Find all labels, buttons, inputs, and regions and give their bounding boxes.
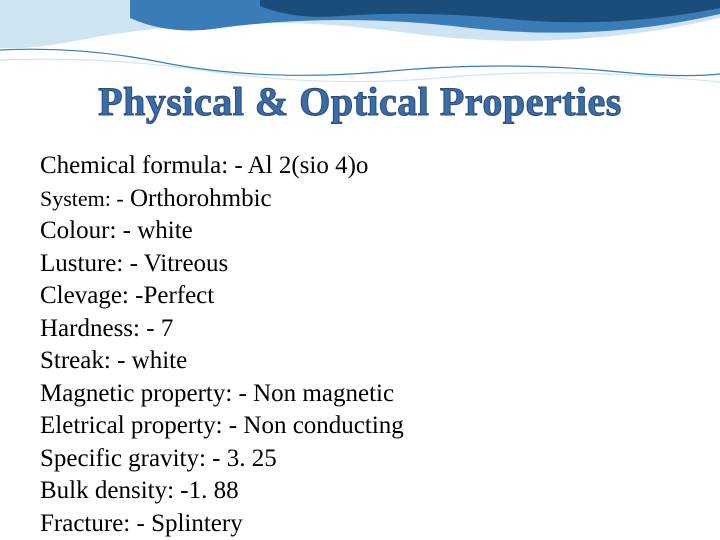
property-row: Eletrical property: - Non conducting [40,410,680,443]
property-label: Chemical formula: - [40,152,243,179]
property-label: Eletrical property: - [40,412,237,439]
property-row: Clevage: -Perfect [40,280,680,313]
property-row: Lusture: - Vitreous [40,248,680,281]
property-row: Magnetic property: - Non magnetic [40,378,680,411]
property-label: Lusture: - [40,250,138,277]
property-label: Streak: - [40,347,125,374]
property-label: Clevage: - [40,282,143,309]
property-value: Al 2(sio 4)o [243,152,369,179]
properties-list: Chemical formula: - Al 2(sio 4)o System:… [40,150,680,540]
property-value: 7 [155,315,174,342]
property-label: Colour: - [40,217,131,244]
property-row: System: - Orthorohmbic [40,183,680,216]
property-value: Vitreous [138,250,228,277]
property-row: Specific gravity: - 3. 25 [40,443,680,476]
property-row: Bulk density: -1. 88 [40,475,680,508]
property-value: Perfect [143,282,214,309]
property-value: white [131,217,193,244]
property-value: Splintery [145,510,243,537]
property-row: Chemical formula: - Al 2(sio 4)o [40,150,680,183]
property-label: Fracture: - [40,510,145,537]
property-label: Specific gravity: - [40,445,221,472]
property-value: Orthorohmbic [124,185,272,212]
property-row: Streak: - white [40,345,680,378]
property-row: Fracture: - Splintery [40,508,680,540]
property-label: Hardness: - [40,315,155,342]
property-value: white [125,347,187,374]
property-value: Non magnetic [247,380,394,407]
property-label: Magnetic property: - [40,380,247,407]
property-row: Hardness: - 7 [40,313,680,346]
page-title: Physical & Optical Properties [0,78,720,125]
property-row: Colour: - white [40,215,680,248]
property-label: Bulk density: - [40,477,189,504]
property-value: 3. 25 [221,445,277,472]
property-value: Non conducting [237,412,404,439]
property-label: System: - [40,186,124,211]
property-value: 1. 88 [189,477,239,504]
